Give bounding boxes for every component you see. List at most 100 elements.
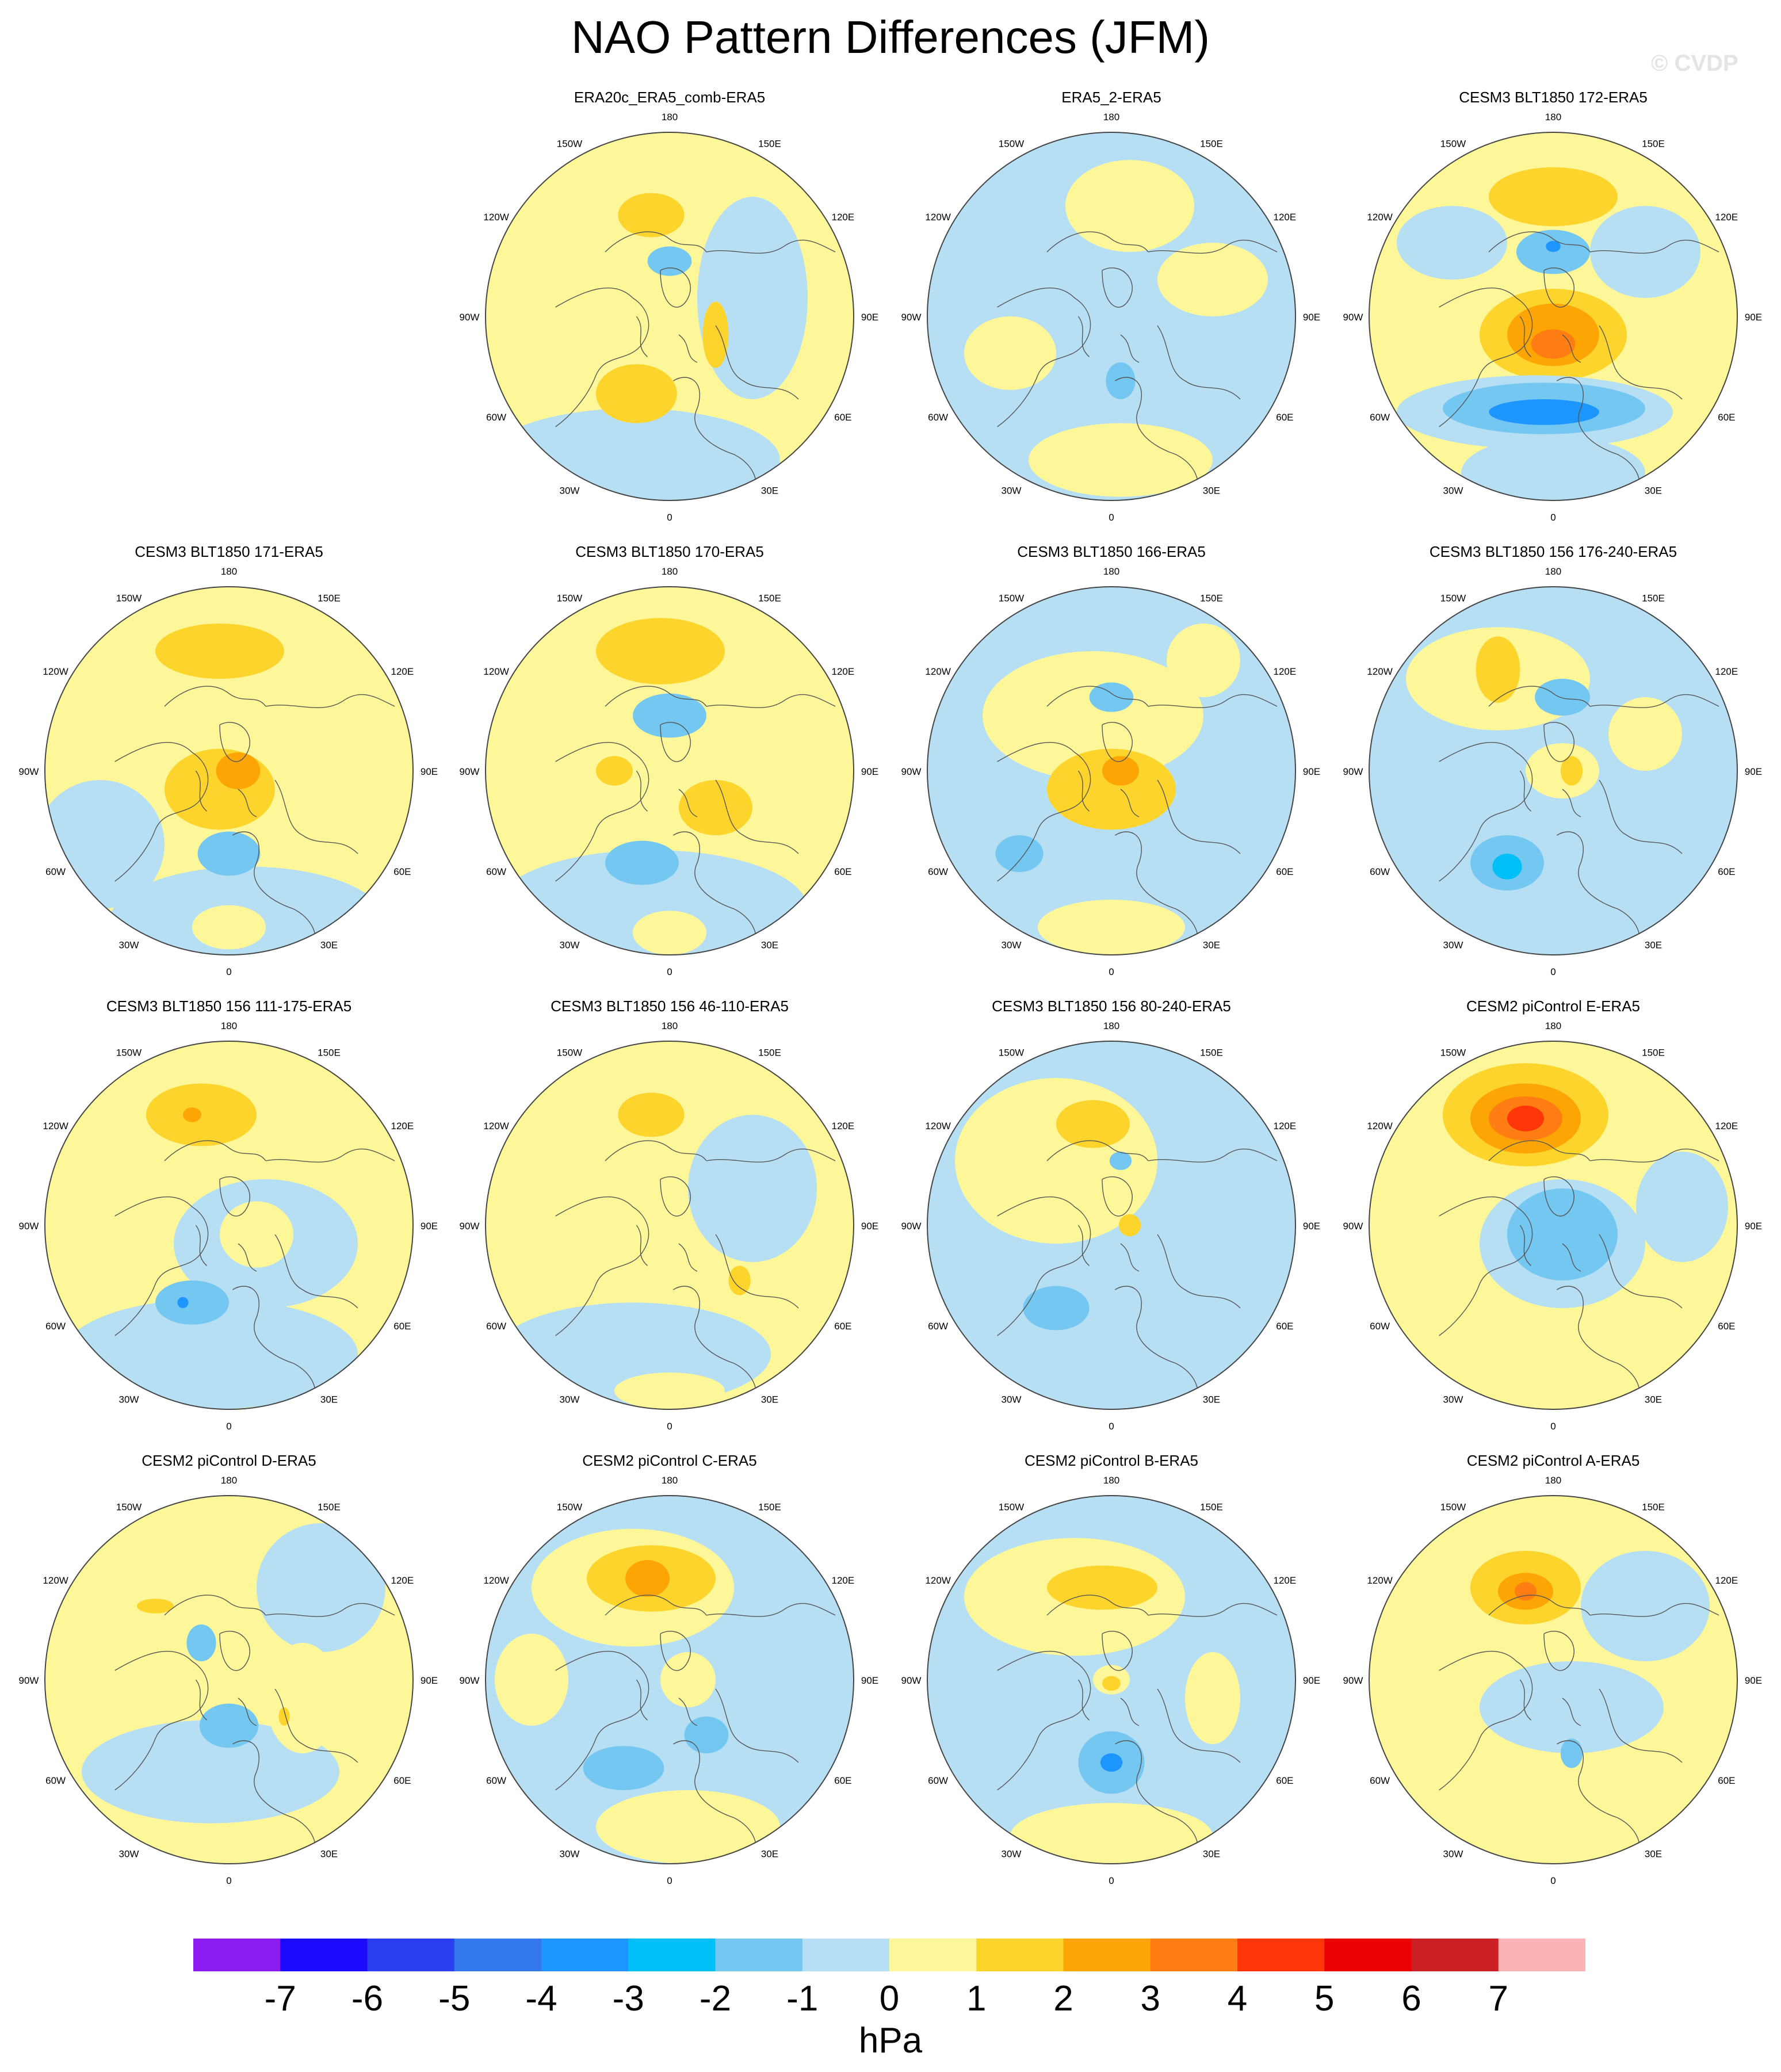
- panel-title: CESM2 piControl A-ERA5: [1467, 1452, 1640, 1469]
- colorbar-tick: 7: [1488, 1979, 1508, 2019]
- coastline: [997, 1197, 1091, 1336]
- coastline: [679, 789, 697, 817]
- coastline: [716, 326, 798, 399]
- longitude-label: 120W: [43, 1575, 68, 1586]
- contour-region: [1185, 1652, 1240, 1744]
- longitude-label: 150W: [999, 593, 1024, 604]
- longitude-label: 30W: [1002, 485, 1022, 496]
- coastline: [1439, 1652, 1532, 1790]
- longitude-label: 0: [1550, 512, 1555, 523]
- colorbar-tick: 6: [1401, 1979, 1421, 2019]
- longitude-label: 0: [226, 1875, 231, 1886]
- longitude-label: 30E: [1203, 1394, 1220, 1405]
- longitude-label: 30W: [119, 1848, 139, 1859]
- contour-region: [216, 752, 261, 789]
- contour-region: [1102, 1676, 1121, 1691]
- longitude-label: 60W: [1370, 866, 1390, 877]
- contour-region: [220, 1201, 293, 1268]
- coastline: [716, 1689, 798, 1763]
- longitude-label: 120E: [1274, 1575, 1297, 1586]
- coastline: [673, 377, 756, 497]
- coastline: [556, 1197, 649, 1336]
- longitude-label: 150E: [1642, 1502, 1665, 1513]
- coastline: [1121, 1244, 1139, 1271]
- longitude-label: 120W: [483, 1121, 509, 1131]
- coastline: [1599, 780, 1682, 854]
- longitude-label: 150W: [1440, 1048, 1466, 1058]
- longitude-label: 30W: [1002, 1848, 1022, 1859]
- coastline: [115, 1197, 208, 1336]
- coastline: [1047, 232, 1148, 252]
- coastline: [238, 1698, 257, 1726]
- longitude-label: 150W: [999, 1048, 1024, 1058]
- coastline: [1157, 1234, 1240, 1308]
- longitude-label: 150E: [1200, 1048, 1223, 1058]
- longitude-label: 90W: [1343, 1221, 1363, 1232]
- longitude-label: 60E: [1718, 1321, 1735, 1332]
- longitude-label: 120E: [391, 1575, 414, 1586]
- longitude-label: 120W: [483, 1575, 509, 1586]
- panel-title: CESM3 BLT1850 171-ERA5: [135, 543, 323, 560]
- contour-region: [1560, 1738, 1583, 1768]
- contour-region: [1443, 1345, 1664, 1409]
- coastline: [706, 240, 835, 253]
- panel-title: CESM2 piControl C-ERA5: [582, 1452, 756, 1469]
- contour-region: [1023, 1286, 1090, 1331]
- colorbar-tick: 5: [1314, 1979, 1335, 2019]
- longitude-label: 120E: [832, 666, 855, 677]
- longitude-label: 90W: [901, 766, 922, 777]
- longitude-label: 0: [1109, 1421, 1114, 1432]
- longitude-label: 30E: [1203, 939, 1220, 950]
- contour-region: [1560, 756, 1583, 786]
- coastline: [679, 335, 697, 362]
- longitude-label: 30E: [1645, 1394, 1662, 1405]
- longitude-label: 120E: [1274, 212, 1297, 223]
- map-panel: CESM2 piControl C-ERA5 180 150E 120E 90E 60E 3…: [460, 1452, 879, 1886]
- coastline: [1544, 268, 1574, 307]
- coastline: [1599, 326, 1682, 399]
- map-panel: ERA5_2-ERA5 180 150E 120E 90E 60E 30E 0 30W 60W 90…: [901, 89, 1321, 523]
- coastline: [1157, 326, 1240, 399]
- coastline: [605, 1595, 706, 1615]
- contour-region: [1102, 756, 1139, 786]
- contour-region: [605, 840, 679, 885]
- longitude-label: 30E: [1203, 1848, 1220, 1859]
- longitude-label: 30W: [1002, 939, 1022, 950]
- contour-region: [45, 780, 165, 909]
- colorbar-tick: 3: [1140, 1979, 1160, 2019]
- longitude-label: 0: [1109, 1875, 1114, 1886]
- longitude-label: 0: [1550, 1421, 1555, 1432]
- coastline: [1102, 722, 1132, 762]
- longitude-label: 30W: [560, 485, 580, 496]
- longitude-label: 60E: [834, 412, 851, 423]
- coastline: [1599, 1689, 1682, 1763]
- coastline: [1157, 780, 1240, 854]
- contour-region: [197, 831, 261, 876]
- longitude-label: 60E: [1276, 1321, 1293, 1332]
- longitude-label: 120W: [1367, 1121, 1392, 1131]
- coastline: [1047, 1595, 1148, 1615]
- watermark: © CVDP: [1651, 51, 1738, 76]
- longitude-label: 90E: [421, 1675, 438, 1686]
- contour-region: [596, 1790, 780, 1864]
- coastline: [679, 1698, 697, 1726]
- longitude-label: 180: [662, 112, 678, 123]
- longitude-label: 150E: [318, 593, 341, 604]
- coastline: [660, 1631, 690, 1670]
- contour-region: [1489, 399, 1599, 425]
- longitude-label: 150W: [116, 1502, 142, 1513]
- coastline: [1562, 789, 1581, 817]
- longitude-label: 90W: [19, 766, 39, 777]
- contour-region: [679, 780, 752, 835]
- panel-title: CESM3 BLT1850 172-ERA5: [1459, 89, 1648, 106]
- longitude-label: 30E: [761, 1848, 778, 1859]
- contour-region: [1010, 1803, 1213, 1864]
- coastline: [660, 722, 690, 762]
- longitude-label: 30W: [1443, 939, 1463, 950]
- longitude-label: 150W: [1440, 1502, 1466, 1513]
- longitude-label: 30E: [761, 939, 778, 950]
- contour-region: [1516, 230, 1590, 274]
- coastline: [232, 1286, 315, 1406]
- longitude-label: 150E: [758, 1502, 781, 1513]
- longitude-label: 0: [667, 1875, 672, 1886]
